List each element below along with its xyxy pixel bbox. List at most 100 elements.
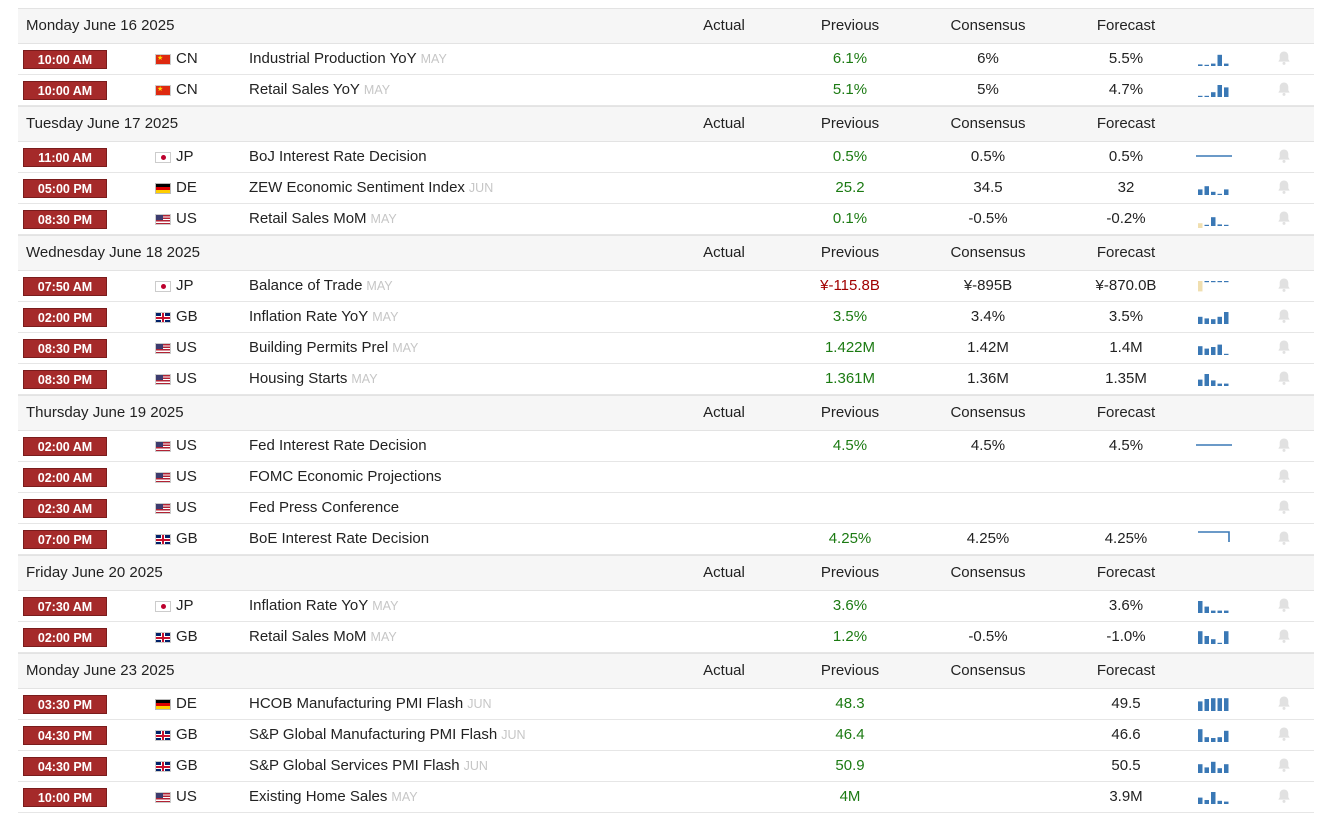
sparkline-chart[interactable]: [1196, 693, 1236, 715]
event-name-cell[interactable]: BoE Interest Rate Decision: [249, 530, 433, 547]
sparkline-chart[interactable]: [1196, 595, 1236, 617]
bell-alert-icon[interactable]: [1276, 530, 1292, 546]
sparkline-chart[interactable]: [1196, 177, 1236, 199]
event-name-link[interactable]: S&P Global Services PMI Flash: [249, 757, 460, 774]
event-name-cell[interactable]: Inflation Rate YoY MAY: [249, 308, 398, 325]
event-name-link[interactable]: S&P Global Manufacturing PMI Flash: [249, 726, 498, 743]
event-name-cell[interactable]: Retail Sales MoM MAY: [249, 628, 397, 645]
event-row[interactable]: 08:30 PM US Housing Starts MAY 1.361M 1.3…: [18, 364, 1314, 395]
bell-alert-icon[interactable]: [1276, 81, 1292, 97]
event-name-link[interactable]: BoJ Interest Rate Decision: [249, 148, 427, 165]
event-name-cell[interactable]: Housing Starts MAY: [249, 370, 378, 387]
event-name-link[interactable]: ZEW Economic Sentiment Index: [249, 179, 465, 196]
event-row[interactable]: 04:30 PM GB S&P Global Manufacturing PMI…: [18, 720, 1314, 751]
sparkline-chart[interactable]: [1196, 626, 1236, 648]
event-name-link[interactable]: Inflation Rate YoY: [249, 597, 369, 614]
bell-alert-icon[interactable]: [1276, 726, 1292, 742]
event-row[interactable]: 03:30 PM DE HCOB Manufacturing PMI Flash…: [18, 689, 1314, 720]
bell-alert-icon[interactable]: [1276, 597, 1292, 613]
event-name-link[interactable]: Inflation Rate YoY: [249, 308, 369, 325]
sparkline-bar: [1198, 64, 1203, 66]
sparkline-chart[interactable]: [1196, 724, 1236, 746]
event-name-link[interactable]: BoE Interest Rate Decision: [249, 530, 430, 547]
event-row[interactable]: 02:00 AM US FOMC Economic Projections: [18, 462, 1314, 493]
bell-alert-icon[interactable]: [1276, 788, 1292, 804]
bell-alert-icon[interactable]: [1276, 339, 1292, 355]
event-name-link[interactable]: FOMC Economic Projections: [249, 468, 442, 485]
event-name-link[interactable]: Fed Press Conference: [249, 499, 400, 516]
event-name-cell[interactable]: Retail Sales YoY MAY: [249, 81, 390, 98]
event-row[interactable]: 04:30 PM GB S&P Global Services PMI Flas…: [18, 751, 1314, 782]
bell-alert-icon[interactable]: [1276, 757, 1292, 773]
event-name-link[interactable]: Building Permits Prel: [249, 339, 389, 356]
sparkline-chart[interactable]: [1196, 435, 1236, 457]
sparkline-chart[interactable]: [1196, 497, 1236, 519]
sparkline-chart[interactable]: [1196, 337, 1236, 359]
column-previous-header: Previous: [820, 17, 880, 34]
event-name-cell[interactable]: Balance of Trade MAY: [249, 277, 393, 294]
event-row[interactable]: 10:00 AM CN Industrial Production YoYMAY…: [18, 44, 1314, 75]
bell-alert-icon[interactable]: [1276, 210, 1292, 226]
sparkline-chart[interactable]: [1196, 368, 1236, 390]
sparkline-chart[interactable]: [1196, 146, 1236, 168]
event-row[interactable]: 05:00 PM DE ZEW Economic Sentiment Index…: [18, 173, 1314, 204]
sparkline-chart[interactable]: [1196, 466, 1236, 488]
event-name-cell[interactable]: FOMC Economic Projections: [249, 468, 446, 485]
event-row[interactable]: 08:30 PM US Building Permits Prel MAY 1.4…: [18, 333, 1314, 364]
event-name-cell[interactable]: Fed Press Conference: [249, 499, 403, 516]
event-row[interactable]: 02:00 PM GB Inflation Rate YoY MAY 3.5% 3…: [18, 302, 1314, 333]
event-name-cell[interactable]: S&P Global Services PMI Flash JUN: [249, 757, 488, 774]
event-row[interactable]: 02:00 PM GB Retail Sales MoM MAY 1.2% -0.…: [18, 622, 1314, 653]
bell-alert-icon[interactable]: [1276, 628, 1292, 644]
event-row[interactable]: 11:00 AM JP BoJ Interest Rate Decision 0…: [18, 142, 1314, 173]
event-row[interactable]: 08:30 PM US Retail Sales MoM MAY 0.1% -0.…: [18, 204, 1314, 235]
event-name-link[interactable]: Retail Sales YoY: [249, 81, 360, 98]
event-name-link[interactable]: Retail Sales MoM: [249, 210, 367, 227]
sparkline-chart[interactable]: [1196, 208, 1236, 230]
event-name-cell[interactable]: ZEW Economic Sentiment Index JUN: [249, 179, 493, 196]
event-row[interactable]: 10:00 PM US Existing Home Sales MAY 4M 3.…: [18, 782, 1314, 813]
event-row[interactable]: 07:30 AM JP Inflation Rate YoY MAY 3.6% 3…: [18, 591, 1314, 622]
event-row[interactable]: 07:00 PM GB BoE Interest Rate Decision 4…: [18, 524, 1314, 555]
sparkline-chart[interactable]: [1196, 528, 1236, 550]
event-name-link[interactable]: Balance of Trade: [249, 277, 363, 294]
sparkline-chart[interactable]: [1196, 755, 1236, 777]
event-name-cell[interactable]: BoJ Interest Rate Decision: [249, 148, 431, 165]
bell-alert-icon[interactable]: [1276, 179, 1292, 195]
event-name-link[interactable]: Industrial Production YoY: [249, 50, 417, 67]
event-name-cell[interactable]: Inflation Rate YoY MAY: [249, 597, 398, 614]
sparkline-chart[interactable]: [1196, 786, 1236, 808]
sparkline-chart[interactable]: [1196, 79, 1236, 101]
event-name-cell[interactable]: HCOB Manufacturing PMI Flash JUN: [249, 695, 492, 712]
bell-alert-icon[interactable]: [1276, 148, 1292, 164]
sparkline-chart[interactable]: [1196, 48, 1236, 70]
event-name-cell[interactable]: S&P Global Manufacturing PMI Flash JUN: [249, 726, 526, 743]
event-name-cell[interactable]: Building Permits Prel MAY: [249, 339, 418, 356]
event-name-link[interactable]: HCOB Manufacturing PMI Flash: [249, 695, 464, 712]
event-name-cell[interactable]: Retail Sales MoM MAY: [249, 210, 397, 227]
bell-alert-icon[interactable]: [1276, 277, 1292, 293]
forecast-value: 5.5%: [1108, 50, 1144, 67]
sparkline-chart[interactable]: [1196, 306, 1236, 328]
event-row[interactable]: 02:30 AM US Fed Press Conference: [18, 493, 1314, 524]
bell-alert-icon[interactable]: [1276, 370, 1292, 386]
event-name-link[interactable]: Housing Starts: [249, 370, 348, 387]
event-name-cell[interactable]: Existing Home Sales MAY: [249, 788, 418, 805]
event-name-link[interactable]: Retail Sales MoM: [249, 628, 367, 645]
bell-alert-icon[interactable]: [1276, 437, 1292, 453]
event-name-cell[interactable]: Industrial Production YoY MAY: [249, 50, 447, 67]
event-row[interactable]: 07:50 AM JP Balance of Trade MAY ¥-115.8B…: [18, 271, 1314, 302]
event-name-link[interactable]: Fed Interest Rate Decision: [249, 437, 427, 454]
sparkline-chart[interactable]: [1196, 275, 1236, 297]
event-row[interactable]: 02:00 AM US Fed Interest Rate Decision 4…: [18, 431, 1314, 462]
bell-alert-icon[interactable]: [1276, 50, 1292, 66]
event-name-cell[interactable]: Fed Interest Rate Decision: [249, 437, 431, 454]
day-header: Wednesday June 18 2025 Actual Previous C…: [18, 235, 1314, 271]
bell-alert-icon[interactable]: [1276, 468, 1292, 484]
event-time-badge: 03:30 PM: [23, 695, 107, 714]
bell-alert-icon[interactable]: [1276, 308, 1292, 324]
bell-alert-icon[interactable]: [1276, 499, 1292, 515]
bell-alert-icon[interactable]: [1276, 695, 1292, 711]
event-name-link[interactable]: Existing Home Sales: [249, 788, 388, 805]
